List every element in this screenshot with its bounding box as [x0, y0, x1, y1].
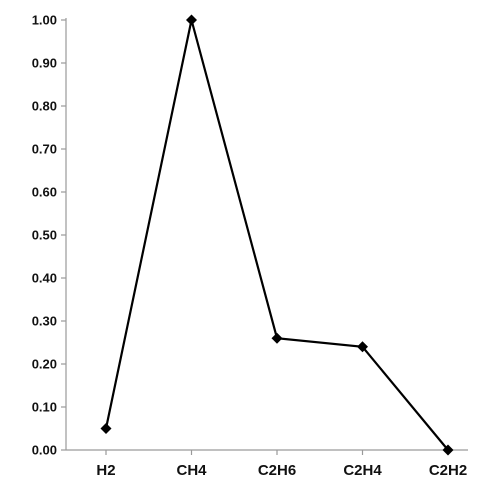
x-tick-label: C2H4: [343, 462, 382, 479]
y-axis-ticks: 0.00 0.10 0.20 0.30 0.40 0.50 0.60 0.70 0.80 0.90…: [32, 13, 66, 458]
x-tick-label: H2: [96, 462, 115, 479]
axes: [65, 18, 468, 451]
y-tick-label: 0.30: [32, 314, 57, 329]
data-point-c2h4: [357, 341, 368, 353]
x-tick-label: C2H6: [258, 462, 296, 479]
x-tick-label: C2H2: [429, 462, 467, 479]
y-tick-label: 1.00: [32, 13, 57, 28]
y-tick-label: 0.90: [32, 56, 57, 71]
x-tick-label: CH4: [176, 462, 207, 479]
y-tick-label: 0.10: [32, 400, 57, 415]
data-point-c2h2: [442, 444, 454, 456]
data-point-h2: [100, 423, 112, 434]
series-line: [104, 19, 449, 451]
data-point-ch4: [186, 14, 197, 26]
y-tick-label: 0.20: [32, 357, 57, 372]
series-group: [100, 14, 454, 456]
x-axis-ticks: H2 CH4 C2H6 C2H4 C2H2: [96, 450, 467, 479]
y-tick-label: 0.50: [32, 228, 57, 243]
y-tick-label: 0.80: [32, 99, 57, 114]
data-point-c2h6: [271, 332, 283, 344]
y-tick-label: 0.60: [32, 185, 57, 200]
y-tick-label: 0.00: [32, 443, 57, 458]
y-tick-label: 0.40: [32, 271, 57, 286]
y-tick-label: 0.70: [32, 142, 57, 157]
